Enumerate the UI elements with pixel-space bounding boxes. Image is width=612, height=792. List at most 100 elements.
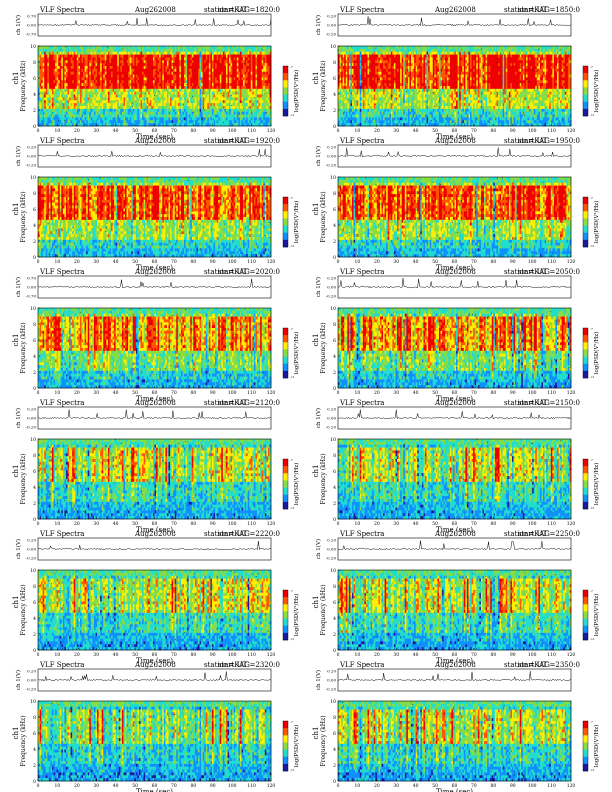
panel-start-time: start UT =2220:0 xyxy=(218,530,280,538)
colorbar-label: log(PSD(V²/Hz) xyxy=(593,201,600,244)
x-tick-label: 30 xyxy=(393,390,399,396)
colorbar-segment xyxy=(583,335,588,342)
x-tick-label: 90 xyxy=(510,390,516,396)
colorbar-segment xyxy=(283,109,288,116)
colorbar-segment xyxy=(583,226,588,233)
panel-start-time: start UT =2250:0 xyxy=(518,530,580,538)
colorbar-segment xyxy=(583,633,588,640)
x-tick-label: 100 xyxy=(228,128,237,134)
y-axis-label: Frequency (kHz) xyxy=(20,60,27,111)
x-tick-label: 120 xyxy=(267,259,276,265)
colorbar-tick-label: -11 xyxy=(590,244,595,248)
trace-frame xyxy=(338,145,571,167)
y-tick-label: 6 xyxy=(333,338,336,344)
x-tick-label: 20 xyxy=(74,128,80,134)
y-axis-label-channel: ch1 xyxy=(312,203,320,216)
panel-date: Aug262008 xyxy=(134,530,176,538)
colorbar-tick-label: -7 xyxy=(290,458,293,462)
colorbar-segment xyxy=(283,218,288,225)
x-tick-label: 80 xyxy=(190,259,196,265)
trace-tick-label: 0.00 xyxy=(327,154,336,159)
x-tick-label: 0 xyxy=(37,259,40,265)
trace-ylabel: ch 1(V) xyxy=(315,539,322,559)
x-tick-label: 110 xyxy=(547,259,556,265)
x-tick-label: 40 xyxy=(413,259,419,265)
y-tick-label: 2 xyxy=(33,239,36,245)
colorbar-label: log(PSD(V²/Hz) xyxy=(293,70,300,113)
y-tick-label: 10 xyxy=(330,699,336,705)
colorbar-segment xyxy=(283,240,288,247)
y-tick-label: 6 xyxy=(333,469,336,475)
spectrogram-cells xyxy=(338,308,571,389)
panel-date: Aug262008 xyxy=(434,530,476,538)
x-tick-label: 40 xyxy=(113,521,119,527)
y-tick-label: 4 xyxy=(33,485,36,491)
panel-date: Aug262008 xyxy=(134,399,176,407)
colorbar-segment xyxy=(583,473,588,480)
trace-tick-label: 0.00 xyxy=(27,547,36,552)
trace-ylabel: ch 1(V) xyxy=(15,408,22,428)
trace-ylabel: ch 1(V) xyxy=(315,670,322,690)
x-tick-label: 20 xyxy=(374,783,380,789)
trace-tick-label: 0.20 xyxy=(27,669,36,674)
colorbar-segment xyxy=(583,87,588,94)
y-axis-label: Frequency (kHz) xyxy=(20,715,27,766)
y-tick-label: 8 xyxy=(33,715,36,721)
colorbar-segment xyxy=(283,488,288,495)
x-tick-label: 0 xyxy=(37,521,40,527)
trace-line xyxy=(338,278,571,288)
colorbar-segment xyxy=(583,735,588,742)
x-tick-label: 30 xyxy=(393,128,399,134)
x-tick-label: 20 xyxy=(374,521,380,527)
y-tick-label: 2 xyxy=(333,108,336,114)
trace-ylabel: ch 1(V) xyxy=(15,15,22,35)
x-tick-label: 80 xyxy=(190,652,196,658)
colorbar-tick-label: -7 xyxy=(590,327,593,331)
x-tick-label: 100 xyxy=(528,652,537,658)
trace-ylabel: ch 1(V) xyxy=(315,277,322,297)
colorbar-segment xyxy=(283,364,288,371)
colorbar-segment xyxy=(283,619,288,626)
y-axis-label: Frequency (kHz) xyxy=(20,191,27,242)
x-tick-label: 40 xyxy=(413,390,419,396)
colorbar-segment xyxy=(283,335,288,342)
x-tick-label: 20 xyxy=(74,652,80,658)
y-tick-label: 8 xyxy=(33,584,36,590)
x-tick-label: 20 xyxy=(374,259,380,265)
panel-label: VLF Spectra xyxy=(39,399,84,407)
x-tick-label: 110 xyxy=(247,783,256,789)
panel-label: VLF Spectra xyxy=(339,399,384,407)
y-tick-label: 4 xyxy=(333,354,336,360)
panel-date: Aug262008 xyxy=(134,268,176,276)
panel-label: VLF Spectra xyxy=(39,530,84,538)
trace-line xyxy=(338,541,571,550)
colorbar-segment xyxy=(583,328,588,335)
trace-tick-label: -0.70 xyxy=(26,32,37,37)
trace-tick-label: 0.00 xyxy=(27,678,36,683)
panel-date: Aug262008 xyxy=(434,661,476,669)
y-tick-label: 8 xyxy=(33,191,36,197)
colorbar-segment xyxy=(283,633,288,640)
y-tick-label: 8 xyxy=(333,322,336,328)
trace-ylabel: ch 1(V) xyxy=(15,277,22,297)
y-tick-label: 6 xyxy=(333,76,336,82)
y-axis-label: Frequency (kHz) xyxy=(20,453,27,504)
x-tick-label: 10 xyxy=(355,521,361,527)
trace-line xyxy=(38,671,271,680)
x-tick-label: 90 xyxy=(210,390,216,396)
colorbar-tick-label: -7 xyxy=(290,589,293,593)
y-tick-label: 6 xyxy=(33,338,36,344)
y-axis-label: Frequency (kHz) xyxy=(20,322,27,373)
y-tick-label: 10 xyxy=(330,437,336,443)
colorbar-tick-label: -7 xyxy=(290,65,293,69)
x-tick-label: 120 xyxy=(567,390,576,396)
y-tick-label: 10 xyxy=(330,306,336,312)
colorbar-segment xyxy=(583,102,588,109)
x-tick-label: 90 xyxy=(210,259,216,265)
panel-start-time: start UT =1950:0 xyxy=(518,137,580,145)
y-tick-label: 4 xyxy=(33,354,36,360)
x-tick-label: 120 xyxy=(267,128,276,134)
y-axis-label-channel: ch1 xyxy=(12,203,20,216)
